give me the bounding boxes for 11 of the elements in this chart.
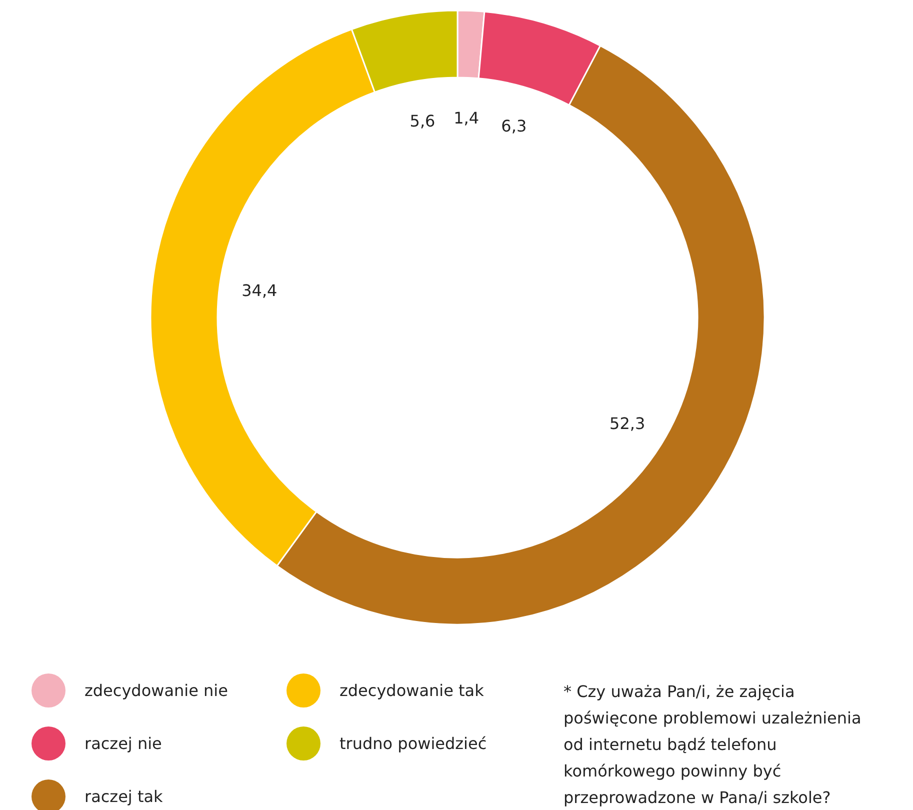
legend-label: raczej nie — [84, 734, 162, 753]
data-label: 6,3 — [501, 116, 527, 136]
legend-label: zdecydowanie tak — [340, 681, 485, 700]
legend-label: raczej tak — [84, 787, 164, 806]
text: * Czy uważa Pan/i, że zajęcia poświęcone problemowi uzależnienia od internetu bądź telefonu komórkowego powinny być przeprowadzone w Pana/i szkole? — [564, 682, 862, 807]
data-label: 52,3 — [610, 414, 646, 434]
data-label: 1,4 — [454, 108, 480, 128]
data-label: 34,4 — [242, 280, 278, 300]
legend-label: trudno powiedzieć — [340, 734, 487, 753]
data-label: 5,6 — [410, 112, 436, 131]
legend-label: zdecydowanie nie — [84, 681, 228, 700]
